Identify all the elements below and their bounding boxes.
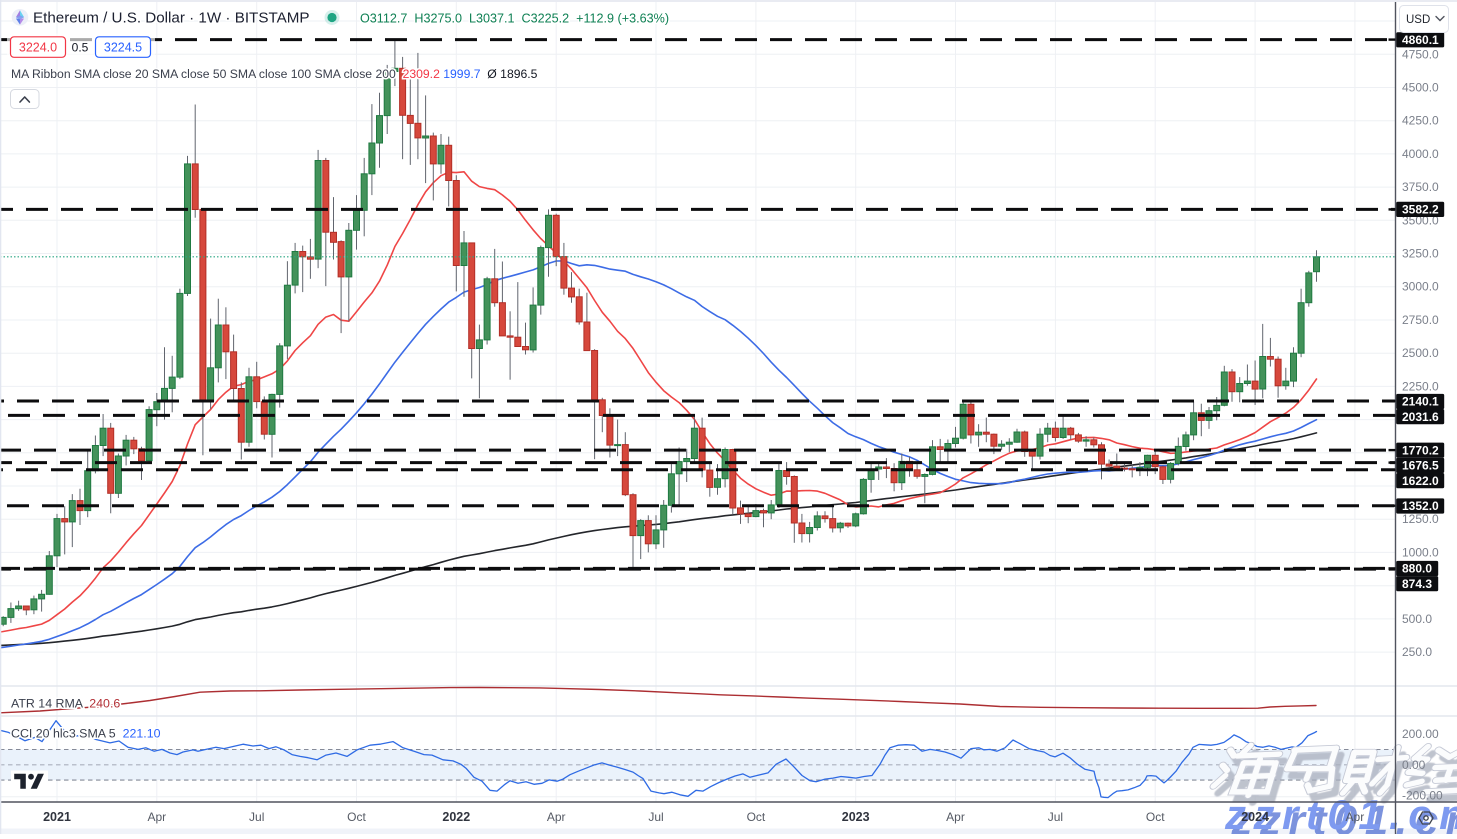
svg-text:0.5: 0.5	[72, 41, 89, 55]
svg-text:Jul: Jul	[648, 810, 663, 824]
svg-text:4500.0: 4500.0	[1402, 81, 1439, 95]
svg-text:4860.1: 4860.1	[1402, 33, 1439, 47]
svg-text:Jul: Jul	[249, 810, 264, 824]
svg-text:Apr: Apr	[147, 810, 166, 824]
svg-text:3000.0: 3000.0	[1402, 280, 1439, 294]
svg-text:2022: 2022	[442, 810, 470, 824]
svg-text:1676.5: 1676.5	[1402, 459, 1439, 473]
svg-text:3250.0: 3250.0	[1402, 247, 1439, 261]
svg-text:-200.00: -200.00	[1402, 788, 1443, 802]
svg-text:Oct: Oct	[747, 810, 766, 824]
svg-text:USD: USD	[1406, 14, 1430, 26]
svg-text:O3112.7 H3275.0 L3037.1 C32: O3112.7 H3275.0 L3037.1 C3225.2 +112.9 (…	[360, 12, 669, 26]
svg-text:1352.0: 1352.0	[1402, 499, 1439, 513]
svg-text:2750.0: 2750.0	[1402, 313, 1439, 327]
svg-text:Apr: Apr	[547, 810, 566, 824]
svg-text:2024: 2024	[1241, 810, 1269, 824]
svg-text:874.3: 874.3	[1402, 577, 1432, 591]
svg-text:2250.0: 2250.0	[1402, 379, 1439, 393]
svg-text:2021: 2021	[43, 810, 71, 824]
svg-text:Apr: Apr	[946, 810, 965, 824]
svg-text:0.00: 0.00	[1402, 758, 1426, 772]
svg-text:2500.0: 2500.0	[1402, 346, 1439, 360]
svg-text:ATR 14 RMA 240.6: ATR 14 RMA 240.6	[11, 697, 120, 711]
svg-text:200.00: 200.00	[1402, 727, 1439, 741]
svg-text:2023: 2023	[842, 810, 870, 824]
svg-text:3224.0: 3224.0	[19, 41, 57, 55]
svg-text:Oct: Oct	[1146, 810, 1165, 824]
svg-text:250.0: 250.0	[1402, 645, 1432, 659]
svg-text:880.0: 880.0	[1402, 562, 1432, 576]
svg-text:3750.0: 3750.0	[1402, 180, 1439, 194]
svg-text:1622.0: 1622.0	[1402, 474, 1439, 488]
svg-text:1000.0: 1000.0	[1402, 545, 1439, 559]
svg-text:500.0: 500.0	[1402, 612, 1432, 626]
svg-text:3224.5: 3224.5	[104, 41, 142, 55]
svg-text:1250.0: 1250.0	[1402, 512, 1439, 526]
svg-text:2140.1: 2140.1	[1402, 395, 1439, 409]
svg-text:Jul: Jul	[1048, 810, 1063, 824]
svg-text:Apr: Apr	[1346, 810, 1365, 824]
svg-text:Oct: Oct	[347, 810, 366, 824]
svg-text:MA Ribbon SMA close 20 SMA clo: MA Ribbon SMA close 20 SMA close 50 SMA …	[11, 67, 538, 81]
svg-text:CCI 20 hlc3 SMA 5 221.10: CCI 20 hlc3 SMA 5 221.10	[11, 727, 161, 741]
svg-text:4750.0: 4750.0	[1402, 47, 1439, 61]
svg-text:Ethereum / U.S. Dollar · 1W ·: Ethereum / U.S. Dollar · 1W · BITSTAMP	[33, 10, 310, 27]
svg-text:4000.0: 4000.0	[1402, 147, 1439, 161]
svg-text:3582.2: 3582.2	[1402, 203, 1439, 217]
svg-text:4250.0: 4250.0	[1402, 114, 1439, 128]
svg-text:1770.2: 1770.2	[1402, 443, 1439, 457]
svg-text:2031.6: 2031.6	[1402, 410, 1439, 424]
